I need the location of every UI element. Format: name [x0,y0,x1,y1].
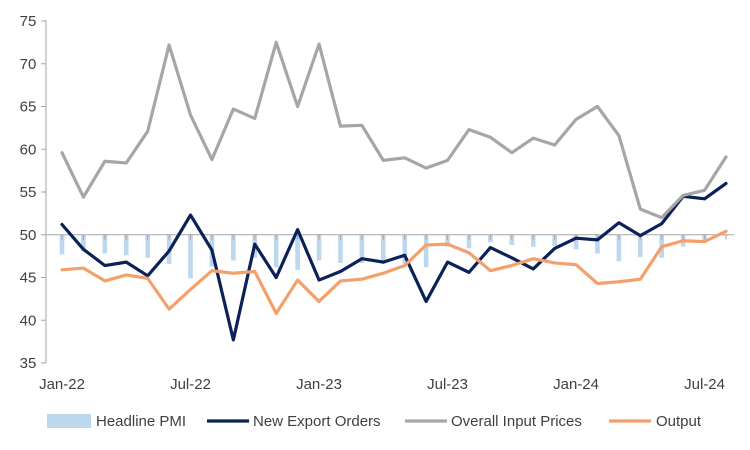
headline-pmi-bar [81,234,86,251]
x-tick-label: Jan-24 [553,376,599,393]
headline-pmi-bar [145,234,150,258]
new-export-orders-line [60,181,728,342]
overall-input-prices-line [60,40,728,220]
headline-pmi-bar [552,234,557,246]
legend-label: New Export Orders [253,413,381,430]
headline-pmi-bar [466,234,472,249]
headline-pmi-bar [316,234,322,261]
headline-pmi-bar [595,234,600,254]
x-tick-label: Jan-23 [296,376,342,393]
headline-pmi-bar [445,234,450,247]
headline-pmi-bar [359,234,365,263]
legend: Headline PMI New Export Orders Overall Inp… [47,413,702,430]
y-tick-label: 75 [20,13,37,30]
headline-pmi-bars [59,234,729,279]
tick-labels: 35 40 45 50 55 60 65 70 75 Jan-22 Jul-22 Jan-23 Jul-… [20,13,725,393]
legend-label: Headline PMI [96,413,186,430]
headline-pmi-bar [638,234,643,257]
headline-pmi-bar [423,234,429,268]
legend-item-overall-input-prices: Overall Input Prices [405,413,582,430]
series-lines [60,40,728,342]
x-tick-label: Jul-24 [684,376,725,393]
legend-label: Overall Input Prices [451,413,582,430]
y-tick-label: 40 [20,312,37,329]
headline-pmi-bar [380,234,386,264]
y-tick-label: 35 [20,355,37,372]
legend-label: Output [656,413,702,430]
headline-pmi-bar [509,234,515,246]
x-tick-label: Jan-22 [39,376,85,393]
legend-item-headline-pmi: Headline PMI [47,413,186,430]
y-tick-label: 60 [20,141,37,158]
headline-pmi-bar [188,234,193,279]
headline-pmi-bar [123,234,129,256]
headline-pmi-bar [402,234,408,264]
headline-pmi-bar [573,234,579,250]
y-tick-label: 45 [20,270,37,287]
headline-pmi-bar [102,234,108,254]
y-tick-label: 50 [20,227,37,244]
x-tick-label: Jul-23 [427,376,468,393]
legend-item-output: Output [609,413,702,430]
headline-pmi-bar [273,234,279,268]
legend-item-new-export-orders: New Export Orders [207,413,381,430]
y-tick-label: 55 [20,184,37,201]
y-tick-label: 65 [20,99,37,116]
headline-pmi-bar [231,234,236,261]
headline-pmi-bar [530,234,536,247]
y-tick-label: 70 [20,56,37,73]
headline-pmi-bar [295,234,300,270]
headline-pmi-bar [59,234,65,255]
output-line [60,229,728,316]
headline-pmi-bar [338,234,343,263]
headline-pmi-bar [616,234,622,262]
x-tick-label: Jul-22 [170,376,211,393]
axes [41,20,734,364]
legend-swatch [47,414,91,428]
